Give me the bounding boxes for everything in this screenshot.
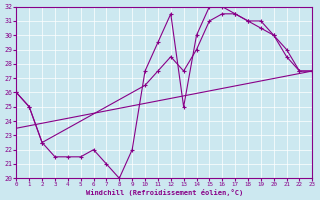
X-axis label: Windchill (Refroidissement éolien,°C): Windchill (Refroidissement éolien,°C) [86, 189, 243, 196]
